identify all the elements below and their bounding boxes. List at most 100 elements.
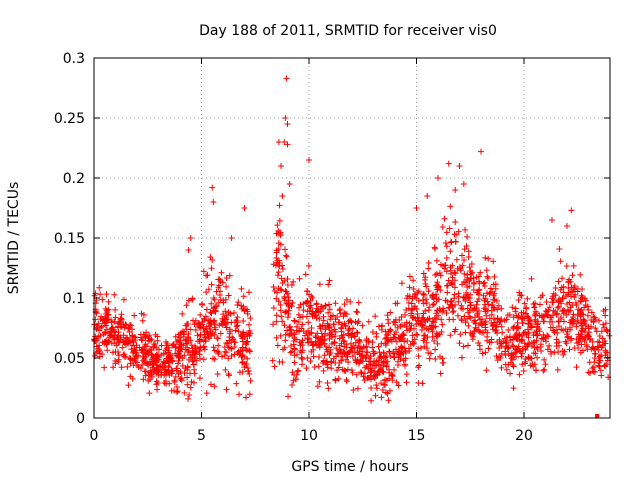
data-point — [197, 333, 204, 340]
data-point — [543, 311, 550, 318]
data-point — [498, 350, 505, 357]
data-point — [469, 269, 476, 276]
data-point — [533, 328, 540, 335]
data-point — [483, 367, 490, 374]
data-point — [403, 371, 410, 378]
data-point — [191, 366, 198, 373]
data-point — [336, 319, 343, 326]
data-point — [564, 223, 570, 229]
data-point — [305, 319, 312, 326]
data-point — [222, 308, 229, 315]
data-point — [485, 255, 492, 262]
data-point — [236, 369, 243, 376]
data-point — [177, 376, 184, 383]
data-point — [469, 330, 476, 337]
data-point — [273, 312, 280, 319]
data-point — [433, 315, 440, 322]
data-point — [455, 228, 462, 235]
data-point — [492, 285, 499, 292]
data-point — [479, 350, 486, 357]
data-point — [305, 262, 312, 269]
data-point — [361, 344, 368, 351]
data-point — [177, 368, 184, 375]
data-point — [467, 302, 474, 309]
data-point — [194, 332, 201, 339]
data-point — [101, 315, 108, 322]
data-point — [326, 331, 333, 338]
data-point — [316, 315, 323, 322]
data-point — [491, 305, 498, 312]
data-point — [328, 365, 335, 372]
data-point — [296, 275, 303, 282]
data-point — [447, 239, 454, 246]
data-point — [560, 289, 567, 296]
data-point — [271, 363, 278, 370]
data-point — [533, 310, 540, 317]
data-point — [427, 350, 434, 357]
data-point — [210, 305, 217, 312]
data-point — [477, 269, 484, 276]
data-point — [401, 338, 408, 345]
data-point — [196, 338, 203, 345]
data-point — [493, 297, 500, 304]
data-point — [282, 246, 289, 253]
data-point — [476, 316, 483, 323]
data-point — [575, 345, 582, 352]
data-point — [199, 321, 206, 328]
data-point — [390, 354, 397, 361]
data-point — [562, 326, 569, 333]
data-point — [564, 334, 571, 341]
data-point — [443, 229, 450, 236]
data-point — [423, 339, 430, 346]
data-point — [130, 349, 137, 356]
data-point — [436, 331, 443, 338]
data-point — [209, 329, 216, 336]
y-tick-label: 0.1 — [63, 291, 85, 307]
data-point — [154, 337, 161, 344]
data-point — [574, 317, 581, 324]
data-point — [442, 239, 449, 246]
data-point — [571, 293, 578, 300]
data-point — [462, 226, 469, 233]
data-point — [239, 358, 246, 365]
data-point — [113, 342, 120, 349]
data-point — [544, 346, 551, 353]
data-point — [233, 317, 240, 324]
data-point — [587, 369, 594, 376]
data-point — [215, 276, 222, 283]
data-point — [464, 276, 471, 283]
data-point — [566, 299, 573, 306]
data-point — [515, 312, 522, 319]
data-point — [238, 285, 245, 292]
data-point — [333, 345, 340, 352]
data-point — [238, 354, 245, 361]
data-point — [303, 329, 310, 336]
x-tick-label: 20 — [515, 428, 533, 444]
data-point — [112, 348, 119, 355]
data-point — [349, 353, 356, 360]
data-point — [559, 308, 566, 315]
data-point — [589, 338, 596, 345]
data-point — [308, 324, 315, 331]
data-point — [287, 349, 294, 356]
data-point — [416, 320, 423, 327]
data-point — [234, 314, 241, 321]
data-point — [402, 355, 409, 362]
data-point — [286, 303, 293, 310]
data-point — [555, 338, 562, 345]
data-point — [228, 353, 235, 360]
data-point — [524, 343, 531, 350]
data-point — [322, 326, 329, 333]
data-point — [421, 276, 428, 283]
data-point — [160, 350, 167, 357]
data-point — [506, 311, 513, 318]
y-tick-label: 0.15 — [54, 231, 85, 247]
data-point — [365, 318, 372, 325]
data-point — [290, 377, 297, 384]
data-point — [408, 300, 415, 307]
data-point — [563, 262, 570, 269]
data-point — [131, 333, 138, 340]
data-point — [455, 298, 462, 305]
data-point — [554, 329, 561, 336]
data-point — [484, 273, 491, 280]
